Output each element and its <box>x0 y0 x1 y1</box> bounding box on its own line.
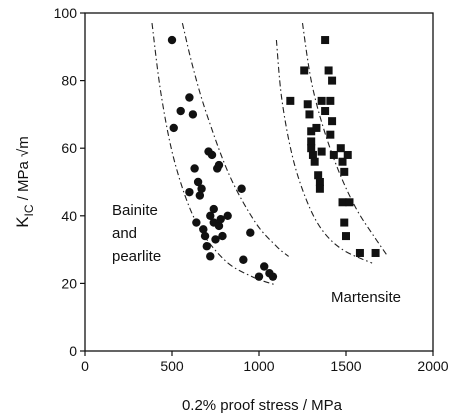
annotation-bainite-line2: and <box>112 225 137 242</box>
y-axis-title: KIC / MPa √m <box>13 136 36 228</box>
point-circle-7 <box>190 164 199 173</box>
point-square-2 <box>300 66 309 75</box>
point-circle-34 <box>268 272 278 281</box>
point-square-17 <box>324 66 333 75</box>
point-square-4 <box>305 110 314 119</box>
point-circle-20 <box>214 160 224 170</box>
x-tick-label-2000: 2000 <box>417 358 448 374</box>
y-tick-label-80: 80 <box>61 73 77 89</box>
point-square-3 <box>303 100 312 109</box>
y-tick-label-0: 0 <box>69 343 77 359</box>
y-tick-label-40: 40 <box>61 208 77 224</box>
point-circle-32 <box>260 262 269 271</box>
point-square-32 <box>355 248 364 257</box>
point-square-15 <box>321 107 330 116</box>
point-circle-27 <box>223 211 232 220</box>
point-circle-1 <box>167 35 177 45</box>
axis-ticks: 0 500 1000 1500 2000 0 20 40 60 80 100 <box>54 5 449 374</box>
x-tick-label-1000: 1000 <box>243 358 274 374</box>
point-circle-18 <box>207 150 217 160</box>
point-circle-24 <box>211 235 220 244</box>
point-circle-28 <box>237 184 246 193</box>
point-square-33 <box>371 248 380 257</box>
point-circle-3 <box>176 106 185 116</box>
y-axis-title-unit: / MPa √m <box>15 136 32 204</box>
x-tick-label-0: 0 <box>81 358 89 374</box>
y-axis-title-sub: IC <box>22 204 36 216</box>
point-circle-12 <box>199 225 208 234</box>
point-circle-16 <box>209 204 218 214</box>
point-circle-6 <box>185 187 194 197</box>
point-circle-13 <box>200 231 210 241</box>
data-points <box>167 35 380 281</box>
point-square-10 <box>315 178 324 186</box>
point-circle-11 <box>192 218 201 227</box>
point-square-13 <box>317 147 326 156</box>
point-square-26 <box>340 167 349 176</box>
point-square-8 <box>310 157 319 166</box>
point-square-28 <box>340 218 349 227</box>
point-square-31 <box>345 198 354 207</box>
x-axis-title: 0.2% proof stress / MPa <box>182 397 343 414</box>
annotation-martensite: Martensite <box>331 289 401 306</box>
point-circle-14 <box>202 242 211 251</box>
point-circle-25 <box>218 231 227 241</box>
point-square-6 <box>307 137 316 146</box>
point-square-25 <box>338 157 347 166</box>
point-circle-30 <box>246 228 255 237</box>
point-circle-31 <box>254 272 264 281</box>
point-square-9 <box>314 171 323 180</box>
annotation-bainite-line3: pearlite <box>112 248 161 265</box>
point-circle-22 <box>214 221 224 231</box>
point-circle-29 <box>239 255 248 264</box>
y-axis-title-main: K <box>13 216 32 228</box>
band-line-3 <box>275 39 373 264</box>
band-lines <box>151 22 389 286</box>
point-circle-5 <box>188 110 198 119</box>
point-square-11 <box>315 184 324 193</box>
point-square-23 <box>307 144 316 153</box>
point-square-12 <box>312 123 321 132</box>
point-square-24 <box>336 144 345 153</box>
point-square-5 <box>307 127 316 136</box>
point-square-7 <box>308 150 317 159</box>
point-square-18 <box>326 96 335 105</box>
annotation-bainite-line1: Bainite <box>112 202 158 219</box>
point-circle-9 <box>195 191 205 200</box>
point-circle-10 <box>197 184 206 193</box>
band-line-2 <box>181 22 289 257</box>
point-square-20 <box>328 76 337 85</box>
point-square-30 <box>343 150 352 159</box>
x-tick-label-500: 500 <box>160 358 184 374</box>
band-line-4 <box>301 23 389 257</box>
point-circle-23 <box>216 214 225 224</box>
point-square-29 <box>342 232 350 241</box>
point-circle-8 <box>193 177 203 187</box>
y-tick-label-60: 60 <box>61 140 77 156</box>
point-square-16 <box>321 36 330 45</box>
y-tick-label-20: 20 <box>61 275 77 291</box>
point-square-19 <box>328 117 337 126</box>
point-circle-4 <box>185 93 194 102</box>
point-circle-15 <box>206 211 215 220</box>
point-square-14 <box>317 96 326 105</box>
point-square-21 <box>326 130 335 139</box>
point-square-27 <box>338 198 347 207</box>
point-square-1 <box>286 96 295 105</box>
y-tick-label-100: 100 <box>54 5 78 21</box>
point-circle-26 <box>206 252 215 261</box>
point-square-22 <box>329 150 338 159</box>
x-tick-label-1500: 1500 <box>330 358 361 374</box>
point-circle-2 <box>169 123 178 133</box>
